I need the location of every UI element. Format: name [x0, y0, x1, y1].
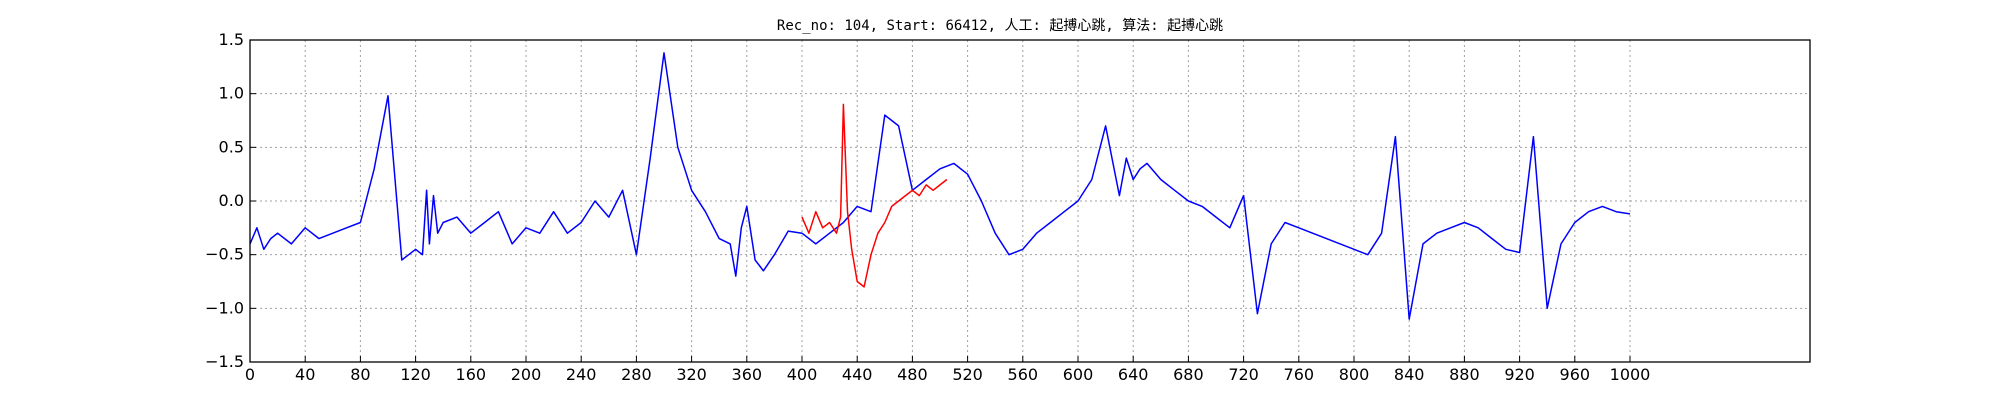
- x-tick-label: 600: [1063, 365, 1094, 384]
- x-axis: 0 40 80 120 160 200 240 280 320 360 400 440 480 520 56…: [245, 356, 1650, 384]
- x-tick-label: 240: [566, 365, 597, 384]
- x-tick-label: 920: [1504, 365, 1535, 384]
- x-tick-label: 440: [842, 365, 873, 384]
- series-line-red: [801, 103, 948, 288]
- x-tick-label: 160: [456, 365, 487, 384]
- series-line-blue: [249, 52, 1631, 320]
- x-tick-label: 120: [400, 365, 431, 384]
- x-tick-label: 400: [787, 365, 818, 384]
- x-tick-label: 960: [1560, 365, 1591, 384]
- y-tick-label: −1.0: [205, 298, 244, 317]
- x-tick-label: 720: [1228, 365, 1259, 384]
- x-tick-label: 0: [245, 365, 255, 384]
- x-tick-label: 520: [952, 365, 983, 384]
- x-tick-label: 280: [621, 365, 652, 384]
- y-tick-label: 1.0: [219, 84, 244, 103]
- y-tick-label: 0.0: [219, 191, 244, 210]
- grid-lines: [250, 40, 1810, 362]
- x-tick-label: 560: [1008, 365, 1039, 384]
- x-tick-label: 640: [1118, 365, 1149, 384]
- x-tick-label: 200: [511, 365, 542, 384]
- x-tick-label: 840: [1394, 365, 1425, 384]
- y-tick-label: −1.5: [205, 352, 244, 371]
- x-tick-label: 80: [350, 365, 370, 384]
- x-tick-label: 680: [1173, 365, 1204, 384]
- chart-title: Rec_no: 104, Start: 66412, 人工: 起搏心跳, 算法:…: [777, 17, 1223, 34]
- x-tick-label: 760: [1284, 365, 1315, 384]
- x-tick-label: 1000: [1610, 365, 1651, 384]
- y-tick-label: 1.5: [219, 30, 244, 49]
- x-tick-label: 480: [897, 365, 928, 384]
- y-tick-label: −0.5: [205, 245, 244, 264]
- x-tick-label: 800: [1339, 365, 1370, 384]
- series-lines: [249, 52, 1631, 320]
- x-tick-label: 320: [676, 365, 707, 384]
- x-tick-label: 360: [732, 365, 763, 384]
- x-tick-label: 40: [295, 365, 315, 384]
- x-tick-label: 880: [1449, 365, 1480, 384]
- y-tick-label: 0.5: [219, 137, 244, 156]
- y-axis: −1.5 −1.0 −0.5 0.0 0.5 1.0 1.5: [205, 30, 256, 371]
